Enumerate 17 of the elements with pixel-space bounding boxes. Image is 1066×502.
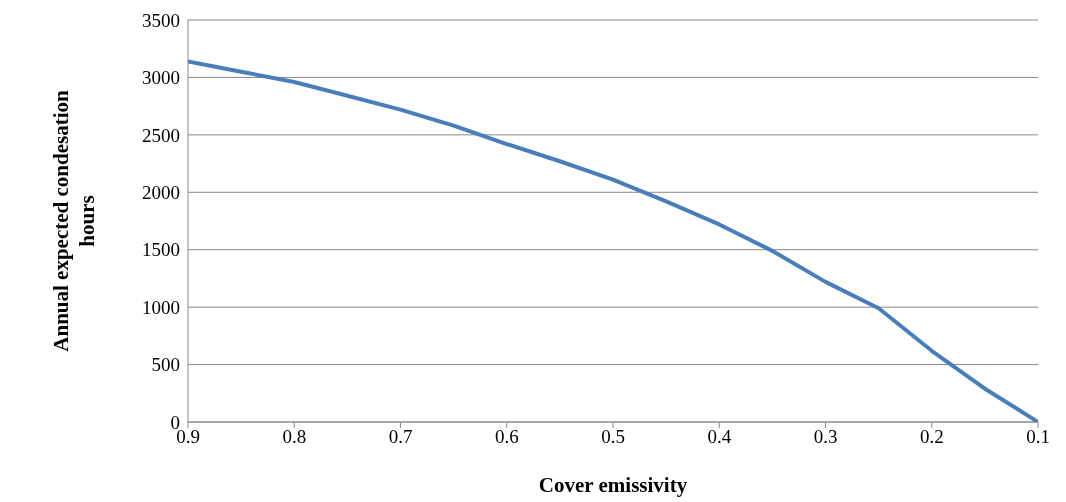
y-tick-label: 2000 — [142, 182, 180, 204]
x-tick-label: 0.7 — [388, 426, 413, 448]
y-tick-label: 2500 — [142, 124, 180, 146]
x-tick-label: 0.4 — [707, 426, 732, 448]
x-tick-label: 0.6 — [494, 426, 519, 448]
y-axis-title: Annual expected condesation hours — [49, 90, 99, 352]
y-tick-label: 1500 — [142, 239, 180, 261]
y-tick-label: 1000 — [142, 296, 180, 318]
x-tick-label: 0.3 — [813, 426, 838, 448]
x-tick-label: 0.5 — [601, 426, 625, 448]
x-axis-title: Cover emissivity — [538, 473, 688, 497]
x-tick-label: 0.2 — [919, 426, 944, 448]
y-tick-label: 3000 — [142, 67, 180, 89]
x-tick-label: 0.1 — [1026, 426, 1050, 448]
x-tick-label: 0.8 — [282, 426, 307, 448]
y-tick-label: 3500 — [142, 9, 180, 31]
y-tick-label: 500 — [151, 354, 180, 376]
